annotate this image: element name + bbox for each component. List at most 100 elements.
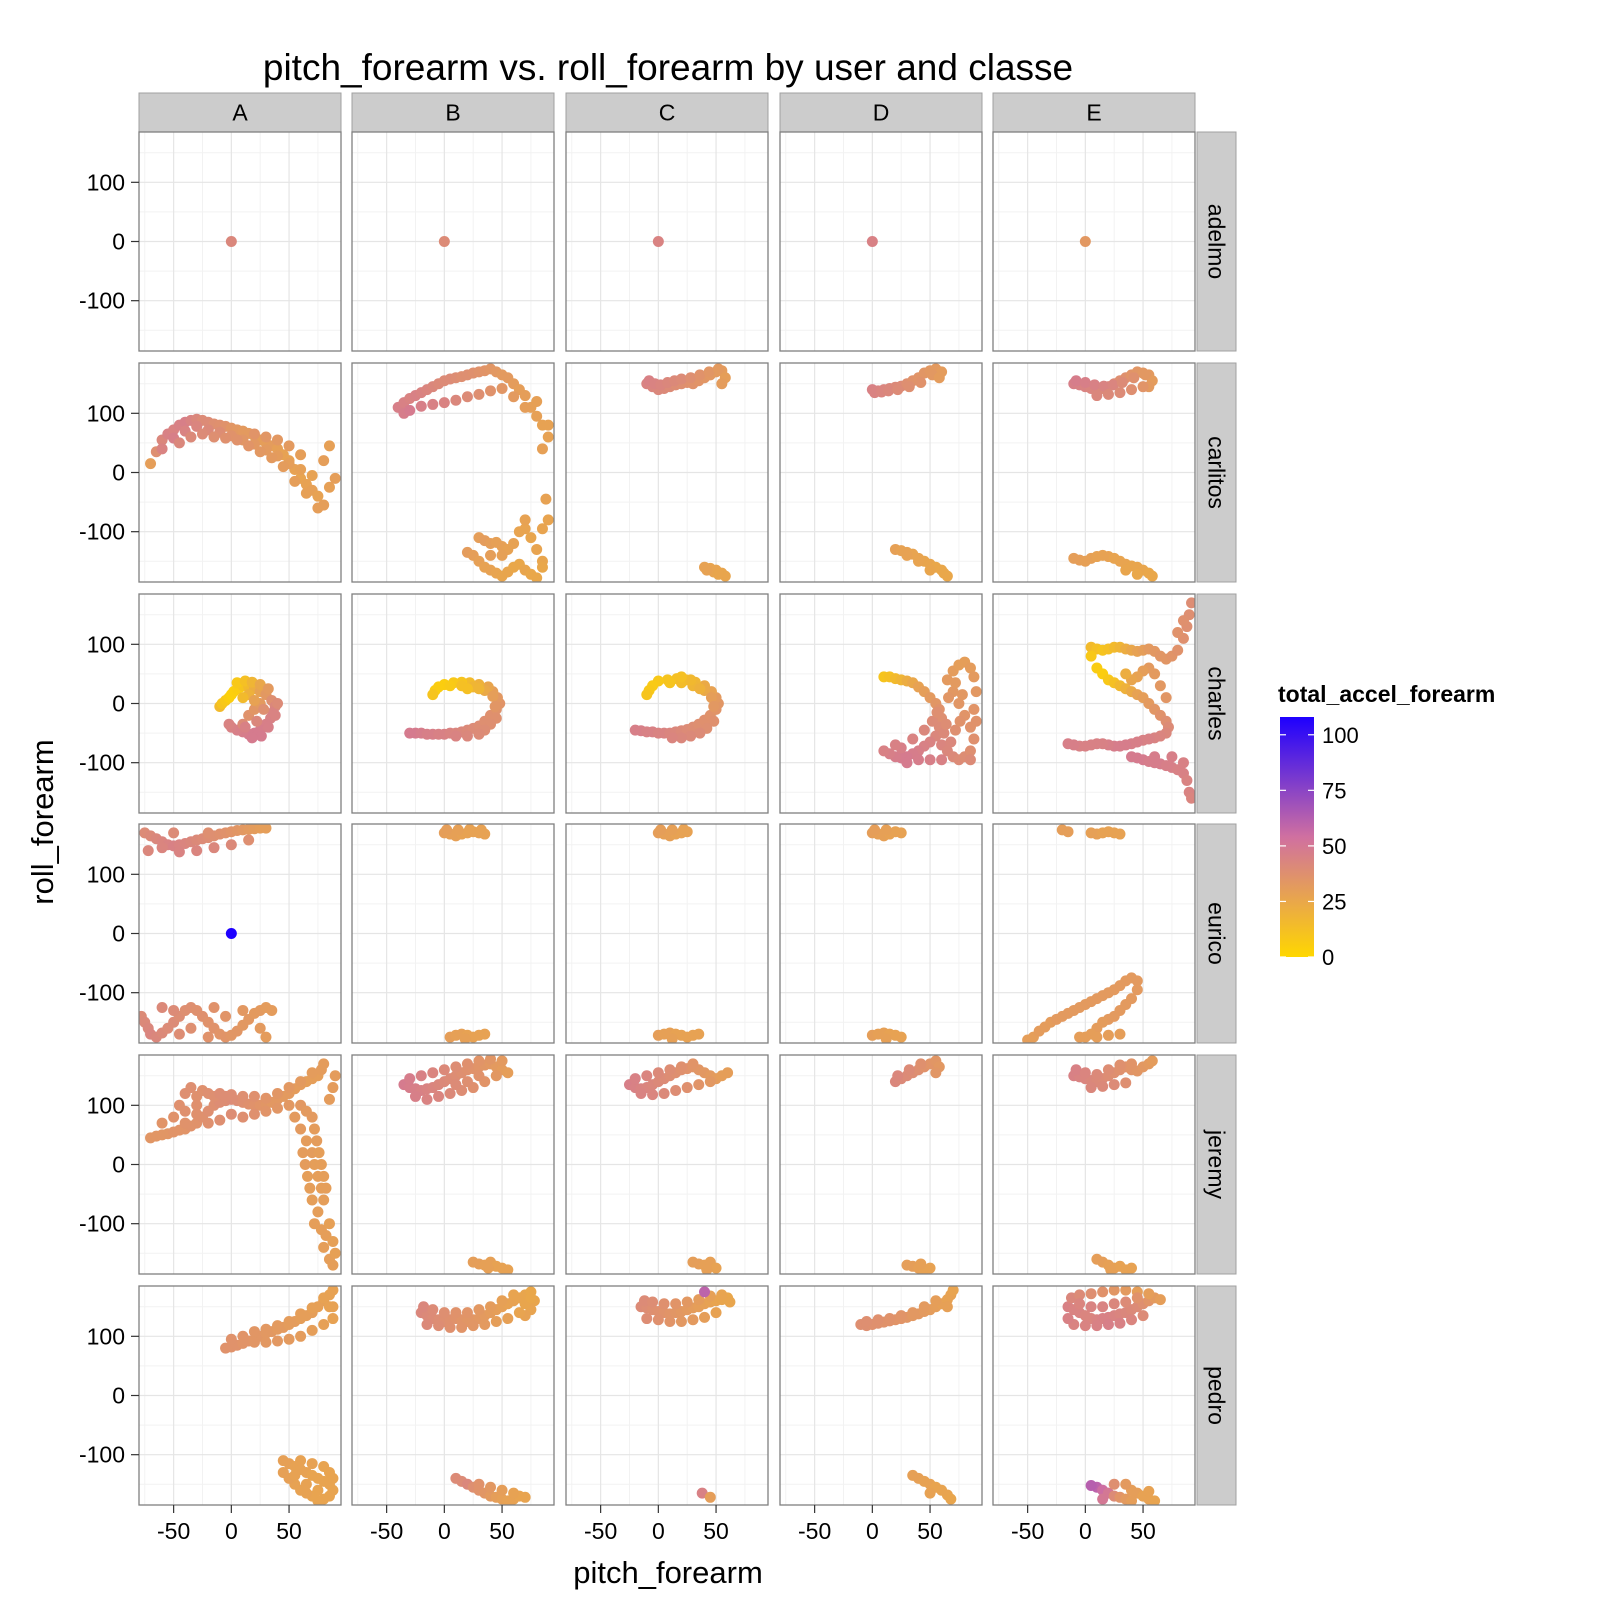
data-point xyxy=(675,373,687,385)
data-point xyxy=(926,715,938,727)
x-tick-label: 50 xyxy=(276,1518,302,1544)
data-point xyxy=(260,1323,272,1335)
data-point xyxy=(508,391,520,403)
data-point xyxy=(277,461,289,473)
y-tick-label: 0 xyxy=(112,1152,125,1178)
panel-carlitos-d xyxy=(779,362,983,583)
data-point xyxy=(1097,1301,1109,1313)
data-point xyxy=(699,1286,711,1298)
data-point xyxy=(404,404,416,416)
data-point xyxy=(260,1105,272,1117)
data-point xyxy=(722,1067,734,1079)
data-point xyxy=(953,698,965,709)
data-point xyxy=(427,1304,439,1316)
facet-strip-row-pedro: pedro xyxy=(1196,1285,1237,1506)
data-point xyxy=(1120,1286,1132,1296)
x-tick-label: -50 xyxy=(798,1518,831,1544)
data-point xyxy=(884,1313,896,1325)
data-point xyxy=(675,732,687,744)
x-tick-label: -50 xyxy=(584,1518,617,1544)
data-point xyxy=(945,736,957,748)
data-point xyxy=(716,1289,728,1301)
data-point xyxy=(940,718,952,730)
data-point xyxy=(208,842,220,854)
data-point xyxy=(173,1028,185,1040)
data-point xyxy=(258,703,270,715)
data-point xyxy=(1154,1294,1166,1306)
data-point xyxy=(173,846,185,858)
data-point xyxy=(318,1292,330,1304)
data-point xyxy=(1177,615,1189,627)
data-point xyxy=(295,464,307,476)
facet-strip-row-adelmo: adelmo xyxy=(1196,131,1237,352)
data-point xyxy=(266,452,278,464)
data-point xyxy=(901,757,913,769)
data-point xyxy=(970,686,982,698)
facet-strip-label: D xyxy=(873,100,890,126)
data-point xyxy=(456,1321,468,1333)
data-point xyxy=(519,523,531,535)
data-point xyxy=(313,1147,325,1159)
y-tick-label: -100 xyxy=(79,519,125,545)
data-point xyxy=(638,1295,650,1307)
data-point xyxy=(418,1301,430,1313)
data-point xyxy=(489,700,501,712)
data-point xyxy=(438,1064,450,1076)
panel-eurico-e xyxy=(992,823,1196,1044)
data-point xyxy=(872,1314,884,1326)
data-point xyxy=(907,733,919,745)
data-point xyxy=(892,384,904,396)
data-point xyxy=(964,754,976,766)
panel-pedro-a xyxy=(138,1285,342,1506)
data-point xyxy=(479,1028,491,1040)
panel-jeremy-a xyxy=(138,1054,342,1275)
data-point xyxy=(629,1073,641,1085)
data-point xyxy=(482,1262,494,1274)
data-point xyxy=(1091,1069,1103,1081)
panel-charles-d xyxy=(779,593,983,814)
data-point xyxy=(323,1218,335,1230)
data-point xyxy=(687,1058,699,1070)
data-point xyxy=(1062,1313,1074,1325)
data-point xyxy=(1108,1286,1120,1296)
data-point xyxy=(924,564,936,576)
data-point xyxy=(327,1286,339,1296)
facet-strip-label: B xyxy=(445,100,460,126)
panel-charles-c xyxy=(565,593,769,814)
data-point xyxy=(318,1058,330,1070)
data-point xyxy=(312,1206,324,1218)
data-point xyxy=(915,377,927,389)
facet-strip-label: E xyxy=(1086,100,1101,126)
data-point xyxy=(892,1070,904,1082)
data-point xyxy=(185,1082,197,1094)
data-point xyxy=(658,1298,670,1310)
panel-charles-e xyxy=(992,593,1196,814)
y-tick-label: 100 xyxy=(87,631,125,657)
data-point xyxy=(283,440,295,452)
data-point xyxy=(641,1070,653,1082)
x-tick-label: 0 xyxy=(652,1518,665,1544)
y-tick-label: 100 xyxy=(87,1323,125,1349)
data-point xyxy=(666,732,678,744)
y-tick-label: -100 xyxy=(79,1442,125,1468)
data-point xyxy=(513,1307,525,1319)
data-point xyxy=(225,839,237,851)
data-point xyxy=(248,1108,260,1120)
data-point xyxy=(703,366,715,378)
data-point xyxy=(1143,1485,1155,1497)
panel-eurico-d xyxy=(779,823,983,1044)
data-point xyxy=(1172,644,1184,656)
facet-strip-col-d: D xyxy=(779,92,983,133)
data-point xyxy=(262,683,274,695)
y-tick-label: -100 xyxy=(79,288,125,314)
data-point xyxy=(704,1491,716,1503)
facet-strip-label: charles xyxy=(1204,666,1230,740)
panel-carlitos-c xyxy=(565,362,769,583)
data-point xyxy=(473,1304,485,1316)
data-point xyxy=(295,1308,307,1320)
data-point xyxy=(329,472,341,484)
data-point xyxy=(237,1090,249,1102)
facet-strip-col-c: C xyxy=(565,92,769,133)
data-point xyxy=(918,1301,930,1313)
